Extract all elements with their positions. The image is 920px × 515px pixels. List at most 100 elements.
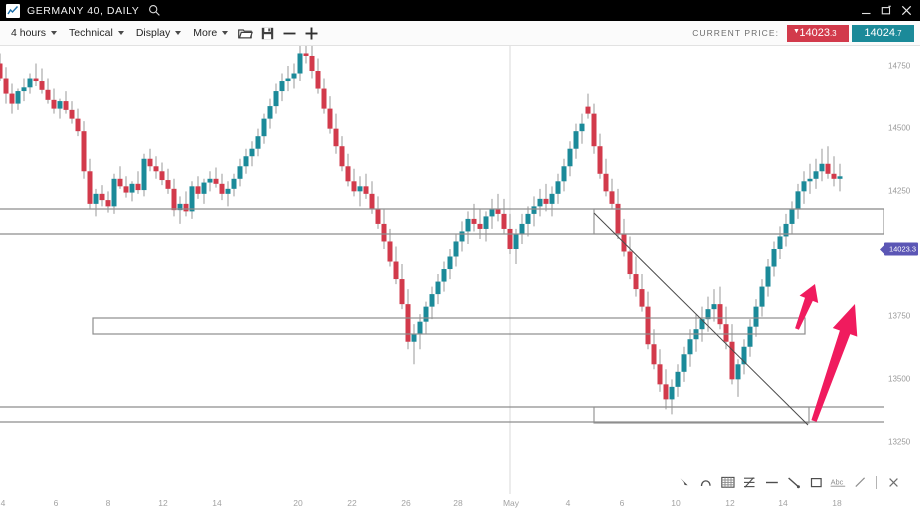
sell-price-button[interactable]: ▼ 14023.3 — [787, 24, 849, 42]
candlestick — [39, 68, 45, 94]
candlestick — [471, 203, 477, 232]
more-dropdown[interactable]: More — [187, 25, 234, 41]
time-axis-tick: 28 — [453, 498, 463, 508]
zone-box-right-1[interactable] — [593, 406, 810, 424]
candlestick — [81, 121, 87, 179]
candlestick-plot[interactable] — [0, 46, 884, 494]
candlestick — [213, 167, 219, 188]
candlestick — [351, 168, 357, 197]
chart-line-icon — [6, 3, 20, 18]
candlestick — [603, 158, 609, 197]
price-axis-tick: 14250 — [888, 186, 911, 196]
trend-line-tool-icon[interactable] — [785, 473, 803, 491]
text-tool-icon[interactable]: Abc — [829, 473, 847, 491]
candlestick — [297, 46, 303, 82]
chevron-down-icon — [222, 31, 229, 35]
candlestick — [291, 63, 297, 89]
time-axis-tick: 4 — [0, 498, 6, 508]
time-axis-tick: 14 — [778, 498, 788, 508]
candlestick — [495, 193, 501, 222]
price-series-svg — [0, 46, 884, 494]
fibonacci-tool-icon[interactable] — [741, 473, 759, 491]
candlestick — [309, 46, 315, 79]
price-down-arrow-icon: ▼ — [793, 27, 800, 35]
candlestick — [387, 228, 393, 267]
candlestick — [687, 329, 693, 367]
chart-area[interactable]: 14750145001425014000137501350013250 1402… — [0, 46, 920, 515]
candlestick — [609, 178, 615, 209]
close-tools-icon[interactable] — [884, 473, 902, 491]
candlestick — [699, 306, 705, 342]
candlestick — [33, 63, 39, 87]
candlestick — [231, 173, 237, 197]
maximize-icon[interactable] — [881, 5, 892, 16]
candlestick — [165, 168, 171, 194]
candlestick — [15, 88, 21, 110]
diagonal-line-tool-icon[interactable] — [851, 473, 869, 491]
candlestick — [597, 133, 603, 179]
candlestick — [489, 198, 495, 229]
candlestick — [375, 196, 381, 229]
minus-icon[interactable] — [278, 23, 300, 43]
candlestick — [447, 248, 453, 280]
candlestick — [747, 319, 753, 357]
rectangle-tool-icon[interactable] — [807, 473, 825, 491]
grid-tool-icon[interactable] — [719, 473, 737, 491]
candlestick — [657, 349, 663, 392]
floppy-save-icon[interactable] — [256, 23, 278, 43]
current-price-marker[interactable]: 14023.3 — [884, 242, 918, 256]
candlestick — [453, 233, 459, 267]
minimize-icon[interactable] — [861, 5, 872, 16]
close-icon[interactable] — [901, 5, 912, 16]
candlestick — [63, 91, 69, 114]
time-axis-tick: 12 — [725, 498, 735, 508]
curve-tool-icon[interactable] — [697, 473, 715, 491]
candlestick — [783, 213, 789, 247]
candlestick — [159, 162, 165, 186]
folder-open-icon[interactable] — [234, 23, 256, 43]
candlestick — [513, 228, 519, 265]
search-icon[interactable] — [148, 4, 161, 17]
candlestick — [681, 346, 687, 382]
candlestick — [621, 218, 627, 257]
candlestick — [177, 196, 183, 224]
candlestick — [399, 264, 405, 310]
candlestick — [135, 171, 141, 194]
candlestick — [819, 148, 825, 182]
candlestick — [483, 211, 489, 242]
current-price-strip: CURRENT PRICE: ▼ 14023.3 14024.7 — [692, 21, 920, 45]
arrow-short[interactable] — [795, 284, 819, 330]
time-axis-tick: 22 — [347, 498, 357, 508]
candlestick — [123, 176, 129, 198]
candlestick — [153, 156, 159, 179]
plus-icon[interactable] — [300, 23, 322, 43]
buy-price-button[interactable]: 14024.7 — [852, 24, 914, 42]
zone-box-mid-range-box[interactable] — [92, 317, 806, 335]
zone-box-right-0[interactable] — [593, 208, 884, 235]
candlestick — [0, 53, 3, 82]
timeframe-label: 4 hours — [11, 27, 47, 39]
candlestick — [69, 101, 75, 124]
candlestick — [429, 286, 435, 320]
descending-trendline[interactable] — [593, 212, 809, 426]
price-axis[interactable]: 14750145001425014000137501350013250 1402… — [884, 46, 920, 494]
candlestick — [837, 163, 843, 192]
horizontal-line-tool-icon[interactable] — [763, 473, 781, 491]
candlestick — [237, 158, 243, 187]
technical-dropdown[interactable]: Technical — [63, 25, 130, 41]
timeframe-dropdown[interactable]: 4 hours — [5, 25, 63, 41]
candlestick — [435, 274, 441, 305]
sell-price-decimal: .3 — [829, 28, 837, 38]
candlestick — [633, 256, 639, 297]
time-axis[interactable]: 4 6 8 12 14 20 22 26 28 May 4 6 10 12 14 18 — [0, 494, 920, 515]
display-dropdown[interactable]: Display — [130, 25, 187, 41]
candlestick — [729, 324, 735, 385]
price-axis-tick: 13750 — [888, 311, 911, 321]
candlestick — [57, 98, 63, 119]
arrow-long[interactable] — [811, 304, 858, 422]
cursor-arrow-icon[interactable] — [675, 473, 693, 491]
candlestick — [831, 156, 837, 187]
candlestick — [87, 158, 93, 209]
candlestick — [357, 176, 363, 207]
